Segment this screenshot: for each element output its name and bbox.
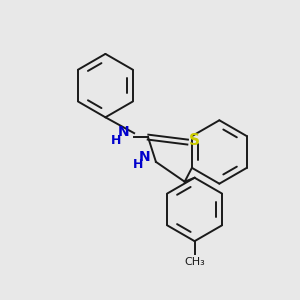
Text: H: H	[111, 134, 122, 147]
Text: H: H	[133, 158, 143, 171]
Text: N: N	[139, 150, 151, 164]
Text: CH₃: CH₃	[184, 257, 205, 267]
Text: S: S	[189, 133, 200, 148]
Text: N: N	[117, 125, 129, 139]
